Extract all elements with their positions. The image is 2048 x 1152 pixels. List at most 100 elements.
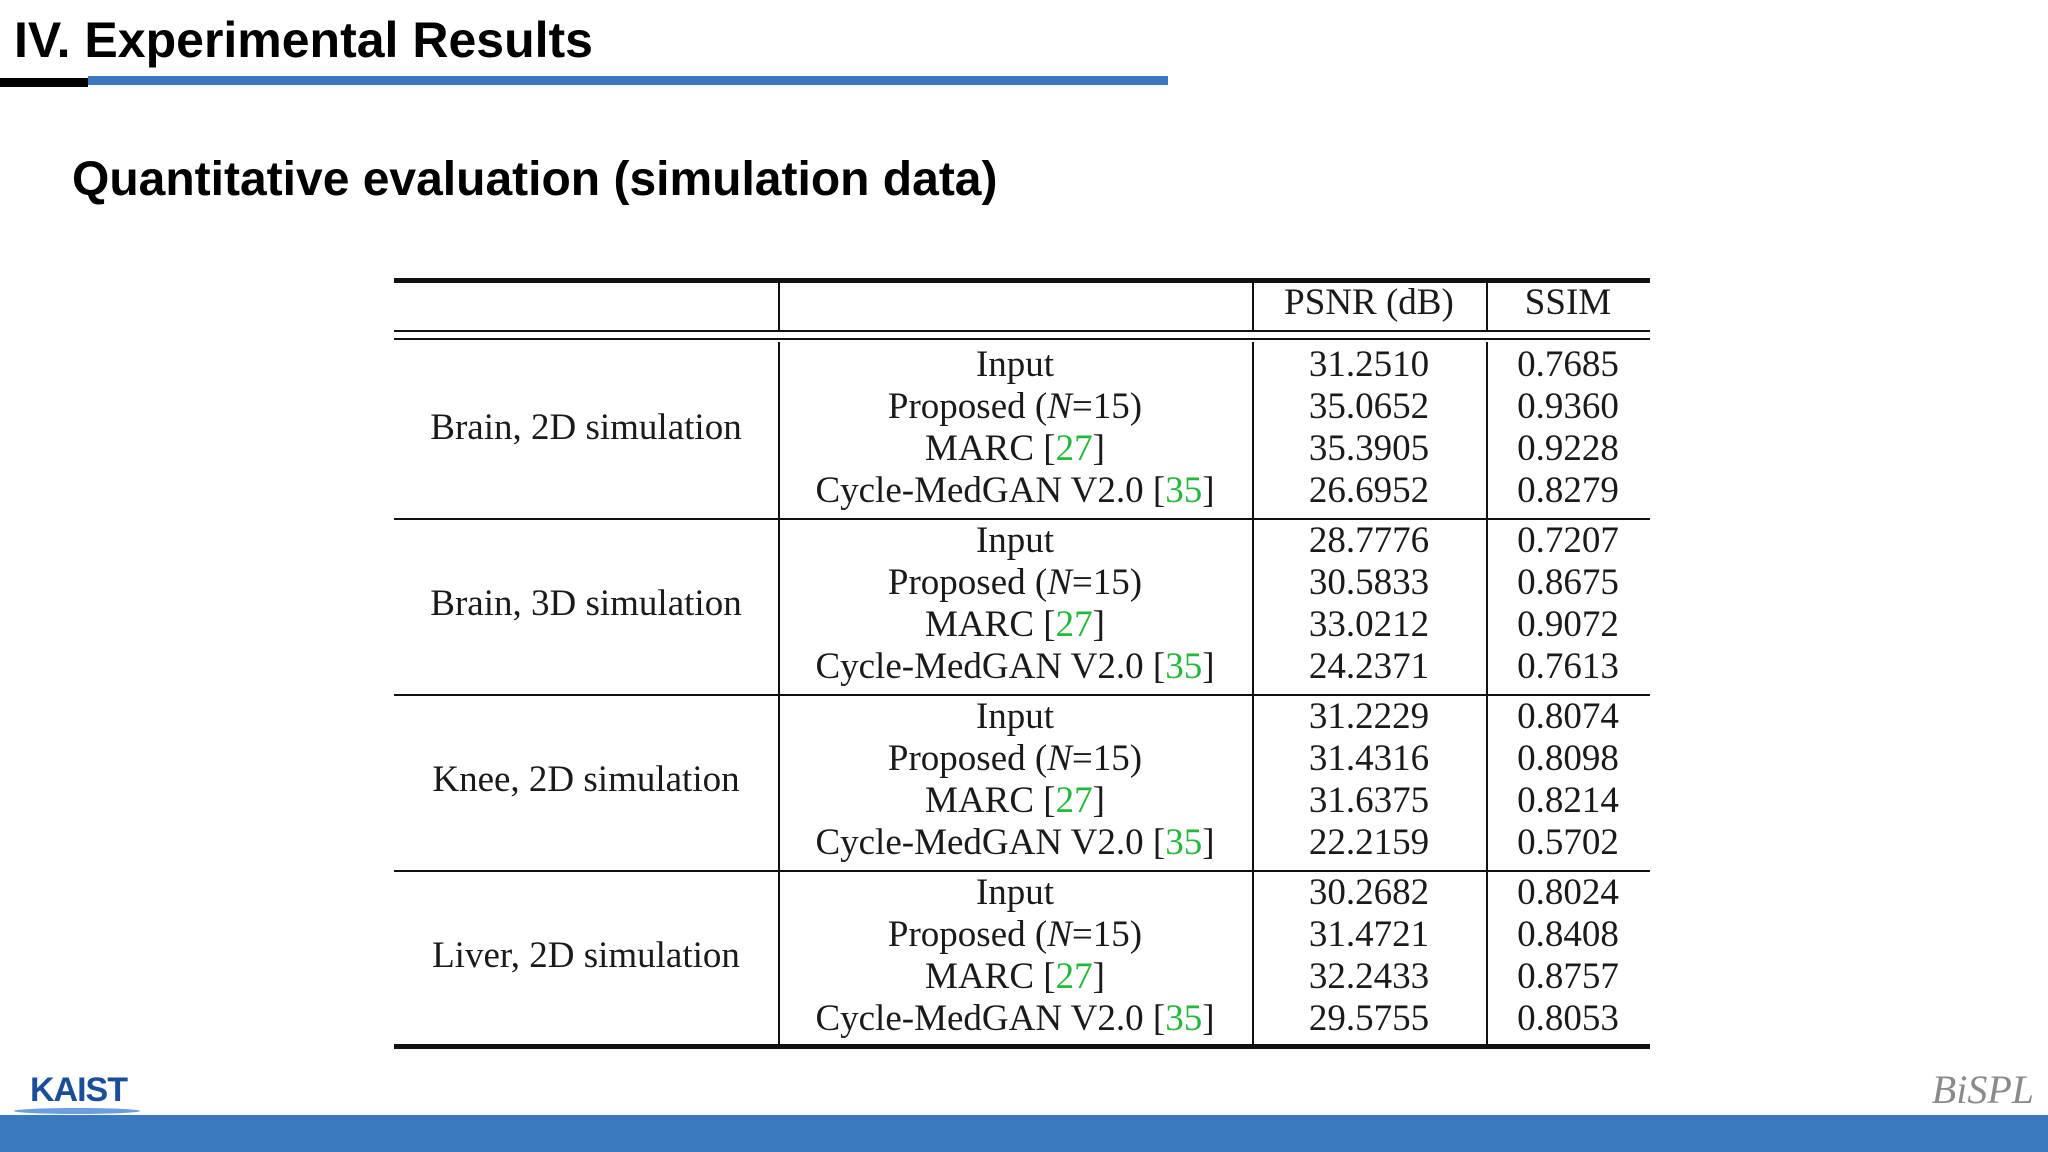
citation-link[interactable]: 35 <box>1165 998 1203 1039</box>
group-divider <box>394 518 1650 520</box>
column-divider <box>1252 283 1254 330</box>
slide-subtitle: Quantitative evaluation (simulation data… <box>72 153 998 206</box>
ssim-value: 0.8757 <box>1517 956 1619 997</box>
method-name: MARC <box>925 428 1035 469</box>
citation-link[interactable]: 27 <box>1055 780 1093 821</box>
method-name-variable: N <box>1047 386 1072 427</box>
method-cell: Cycle-MedGAN V2.0 [35] <box>815 470 1215 511</box>
psnr-value: 35.3905 <box>1308 428 1430 469</box>
psnr-value: 26.6952 <box>1308 470 1430 511</box>
group-label: Brain, 2D simulation <box>430 407 742 448</box>
method-name: Proposed ( <box>887 386 1048 427</box>
kaist-logo-swoosh <box>14 1108 140 1114</box>
method-name: Cycle-MedGAN V2.0 <box>815 470 1144 511</box>
column-divider <box>1486 283 1488 330</box>
method-cell: MARC [27] <box>925 604 1105 645</box>
group-label: Knee, 2D simulation <box>432 759 740 800</box>
column-divider <box>778 283 780 330</box>
column-header-ssim: SSIM <box>1524 282 1612 323</box>
ssim-value: 0.9072 <box>1517 604 1619 645</box>
psnr-value: 31.4721 <box>1308 914 1430 955</box>
column-divider <box>778 342 780 1044</box>
psnr-value: 31.2229 <box>1308 696 1430 737</box>
psnr-value: 31.6375 <box>1308 780 1430 821</box>
ssim-value: 0.5702 <box>1517 822 1619 863</box>
psnr-value: 28.7776 <box>1308 520 1430 561</box>
psnr-value: 35.0652 <box>1308 386 1430 427</box>
citation-link[interactable]: 35 <box>1165 646 1203 687</box>
bispl-logo: BiSPL <box>1931 1067 2034 1112</box>
ssim-value: 0.8408 <box>1517 914 1619 955</box>
ssim-value: 0.8279 <box>1517 470 1619 511</box>
results-table: PSNR (dB) SSIM Brain, 2D simulation Input 31… <box>394 278 1650 1050</box>
citation-link[interactable]: 35 <box>1165 822 1203 863</box>
ssim-value: 0.8098 <box>1517 738 1619 779</box>
psnr-value: 30.5833 <box>1308 562 1430 603</box>
ssim-value: 0.8675 <box>1517 562 1619 603</box>
citation-link[interactable]: 35 <box>1165 470 1203 511</box>
method-cell: MARC [27] <box>925 428 1105 469</box>
method-cell: Input <box>778 344 1252 386</box>
table-bottom-rule <box>394 1044 1650 1049</box>
group-divider <box>394 870 1650 872</box>
method-name: Input <box>975 520 1055 561</box>
method-name: MARC <box>925 604 1035 645</box>
method-cell: Proposed (N=15) <box>778 914 1252 956</box>
method-name: Proposed ( <box>887 738 1048 779</box>
method-name: Cycle-MedGAN V2.0 <box>815 998 1144 1039</box>
ssim-value: 0.7613 <box>1517 646 1619 687</box>
header-rule-double <box>394 338 1650 340</box>
method-cell: Proposed (N=15) <box>778 738 1252 780</box>
method-name: MARC <box>925 956 1035 997</box>
method-name: Proposed ( <box>887 914 1048 955</box>
method-cell: Input <box>778 520 1252 562</box>
method-name: Cycle-MedGAN V2.0 <box>815 646 1144 687</box>
method-name-variable: N <box>1047 738 1072 779</box>
method-name-variable: N <box>1047 914 1072 955</box>
title-rule-blue <box>88 76 1168 85</box>
method-name: Input <box>975 344 1055 385</box>
method-name: =15) <box>1071 386 1143 427</box>
psnr-value: 22.2159 <box>1308 822 1430 863</box>
psnr-value: 31.4316 <box>1308 738 1430 779</box>
method-cell: Cycle-MedGAN V2.0 [35] <box>815 998 1215 1039</box>
column-divider <box>1252 342 1254 1044</box>
method-name: MARC <box>925 780 1035 821</box>
method-cell: Cycle-MedGAN V2.0 [35] <box>815 646 1215 687</box>
ssim-value: 0.7207 <box>1517 520 1619 561</box>
psnr-value: 33.0212 <box>1308 604 1430 645</box>
ssim-value: 0.9360 <box>1517 386 1619 427</box>
method-name: Input <box>975 696 1055 737</box>
column-header-psnr: PSNR (dB) <box>1284 282 1454 323</box>
psnr-value: 29.5755 <box>1308 998 1430 1039</box>
method-cell: Input <box>778 696 1252 738</box>
method-name: =15) <box>1071 738 1143 779</box>
psnr-value: 24.2371 <box>1308 646 1430 687</box>
method-cell: MARC [27] <box>925 956 1105 997</box>
ssim-value: 0.8024 <box>1517 872 1619 913</box>
ssim-value: 0.8214 <box>1517 780 1619 821</box>
citation-link[interactable]: 27 <box>1055 428 1093 469</box>
ssim-value: 0.8053 <box>1517 998 1619 1039</box>
method-cell: MARC [27] <box>925 780 1105 821</box>
method-cell: Proposed (N=15) <box>778 562 1252 604</box>
ssim-value: 0.7685 <box>1517 344 1619 385</box>
method-cell: Proposed (N=15) <box>778 386 1252 428</box>
footer-bar <box>0 1115 2048 1152</box>
method-name-variable: N <box>1047 562 1072 603</box>
method-name: Input <box>975 872 1055 913</box>
citation-link[interactable]: 27 <box>1055 604 1093 645</box>
method-cell: Cycle-MedGAN V2.0 [35] <box>815 822 1215 863</box>
method-name: =15) <box>1071 562 1143 603</box>
column-divider <box>1486 342 1488 1044</box>
method-name: =15) <box>1071 914 1143 955</box>
title-rule-black <box>0 78 88 87</box>
method-cell: Input <box>778 872 1252 914</box>
ssim-value: 0.8074 <box>1517 696 1619 737</box>
psnr-value: 32.2433 <box>1308 956 1430 997</box>
group-label: Brain, 3D simulation <box>430 583 742 624</box>
method-name: Proposed ( <box>887 562 1048 603</box>
kaist-logo: KAIST <box>30 1071 128 1109</box>
method-name: Cycle-MedGAN V2.0 <box>815 822 1144 863</box>
citation-link[interactable]: 27 <box>1055 956 1093 997</box>
